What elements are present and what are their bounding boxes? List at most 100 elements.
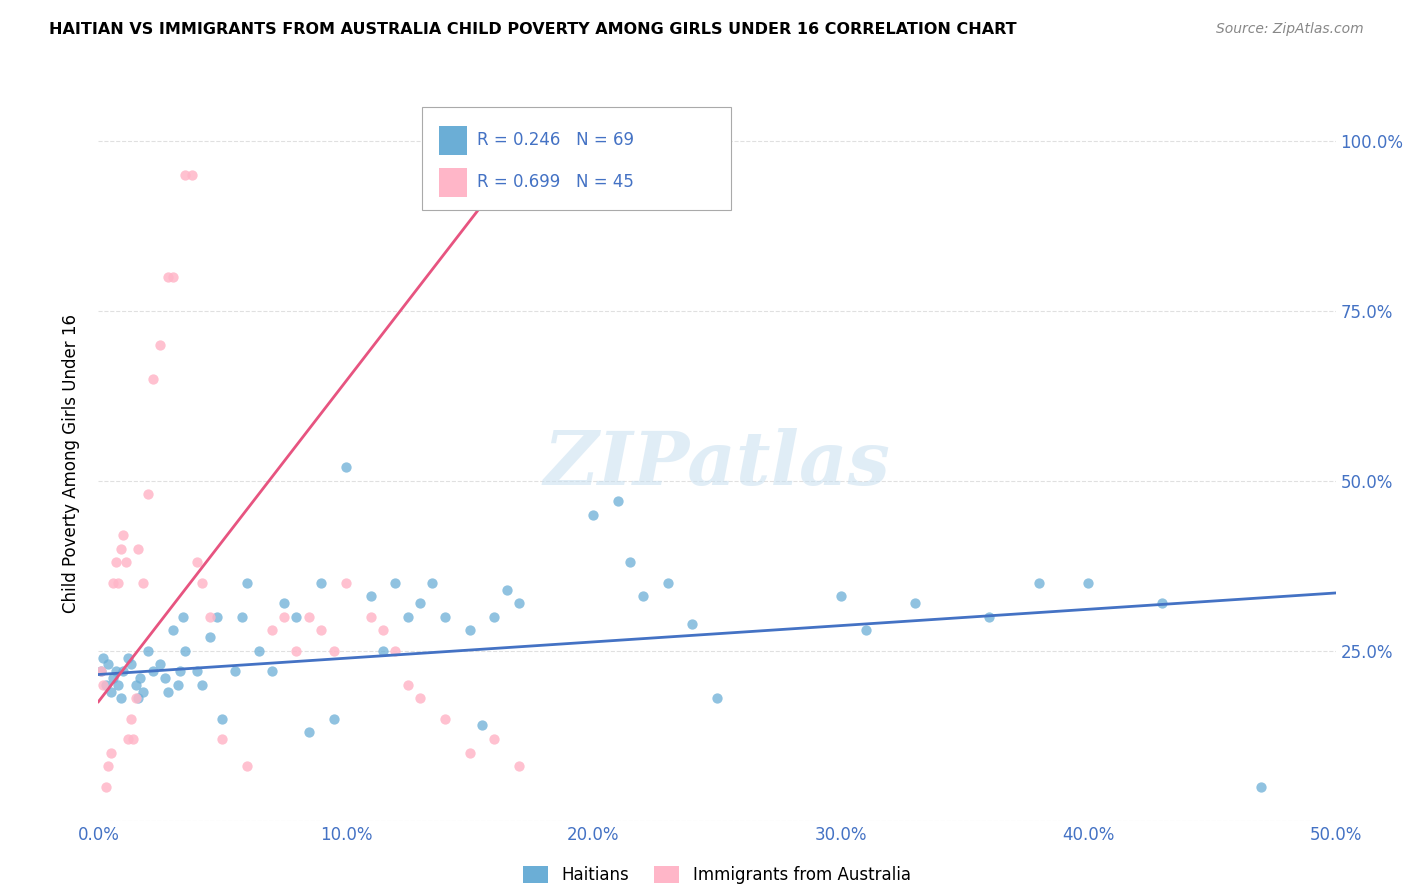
Point — [205, 609, 228, 624]
Point — [360, 590, 382, 604]
Point — [120, 657, 142, 672]
Point — [1028, 575, 1050, 590]
Point — [103, 671, 125, 685]
Point — [124, 691, 146, 706]
Point — [166, 678, 188, 692]
Point — [90, 664, 112, 678]
Point — [236, 575, 259, 590]
Point — [142, 372, 165, 386]
Point — [458, 746, 481, 760]
Point — [181, 168, 204, 182]
Point — [132, 575, 155, 590]
Point — [273, 609, 295, 624]
Point — [100, 746, 122, 760]
Point — [260, 624, 283, 638]
Point — [97, 657, 120, 672]
Point — [433, 712, 456, 726]
Point — [174, 168, 197, 182]
Point — [107, 678, 129, 692]
Point — [114, 555, 136, 569]
Point — [631, 590, 654, 604]
Point — [169, 664, 191, 678]
Point — [149, 338, 172, 352]
Point — [1152, 596, 1174, 610]
Text: HAITIAN VS IMMIGRANTS FROM AUSTRALIA CHILD POVERTY AMONG GIRLS UNDER 16 CORRELAT: HAITIAN VS IMMIGRANTS FROM AUSTRALIA CHI… — [49, 22, 1017, 37]
Point — [422, 575, 444, 590]
Point — [93, 650, 115, 665]
Point — [309, 575, 332, 590]
Point — [94, 780, 117, 794]
Point — [471, 718, 494, 732]
Point — [198, 630, 221, 644]
Point — [174, 644, 197, 658]
Point — [371, 644, 394, 658]
Text: R = 0.699   N = 45: R = 0.699 N = 45 — [477, 173, 634, 191]
Point — [335, 575, 357, 590]
Y-axis label: Child Poverty Among Girls Under 16: Child Poverty Among Girls Under 16 — [62, 314, 80, 614]
Point — [186, 555, 208, 569]
Point — [904, 596, 927, 610]
Point — [1077, 575, 1099, 590]
Point — [1250, 780, 1272, 794]
Point — [155, 671, 177, 685]
Point — [107, 575, 129, 590]
Point — [260, 664, 283, 678]
Point — [112, 528, 135, 542]
Point — [285, 644, 308, 658]
Point — [112, 664, 135, 678]
Point — [94, 678, 117, 692]
Point — [198, 609, 221, 624]
Point — [298, 609, 321, 624]
Point — [681, 616, 703, 631]
Point — [104, 664, 127, 678]
Point — [236, 759, 259, 773]
Point — [384, 575, 406, 590]
Point — [172, 609, 194, 624]
Point — [90, 664, 112, 678]
Legend: Haitians, Immigrants from Australia: Haitians, Immigrants from Australia — [516, 859, 918, 891]
Point — [582, 508, 605, 522]
Point — [104, 555, 127, 569]
Point — [706, 691, 728, 706]
Point — [360, 609, 382, 624]
Point — [322, 644, 344, 658]
Text: ZIPatlas: ZIPatlas — [544, 427, 890, 500]
Point — [93, 678, 115, 692]
Point — [433, 609, 456, 624]
Point — [396, 609, 419, 624]
Point — [117, 732, 139, 747]
Point — [309, 624, 332, 638]
Point — [127, 691, 149, 706]
Point — [979, 609, 1001, 624]
Text: Source: ZipAtlas.com: Source: ZipAtlas.com — [1216, 22, 1364, 37]
Point — [231, 609, 253, 624]
Point — [129, 671, 152, 685]
Point — [100, 684, 122, 698]
Point — [508, 759, 530, 773]
Point — [335, 460, 357, 475]
Point — [855, 624, 877, 638]
Point — [322, 712, 344, 726]
Point — [127, 541, 149, 556]
Point — [162, 269, 184, 284]
Point — [142, 664, 165, 678]
Point — [384, 644, 406, 658]
Point — [186, 664, 208, 678]
Point — [120, 712, 142, 726]
Point — [508, 596, 530, 610]
Point — [273, 596, 295, 610]
Point — [409, 596, 432, 610]
Point — [110, 691, 132, 706]
Point — [97, 759, 120, 773]
Point — [484, 609, 506, 624]
Point — [285, 609, 308, 624]
Point — [156, 269, 179, 284]
Point — [156, 684, 179, 698]
Point — [191, 678, 214, 692]
Point — [136, 487, 159, 501]
Point — [122, 732, 145, 747]
Point — [830, 590, 852, 604]
Point — [211, 732, 233, 747]
Point — [103, 575, 125, 590]
Point — [458, 624, 481, 638]
